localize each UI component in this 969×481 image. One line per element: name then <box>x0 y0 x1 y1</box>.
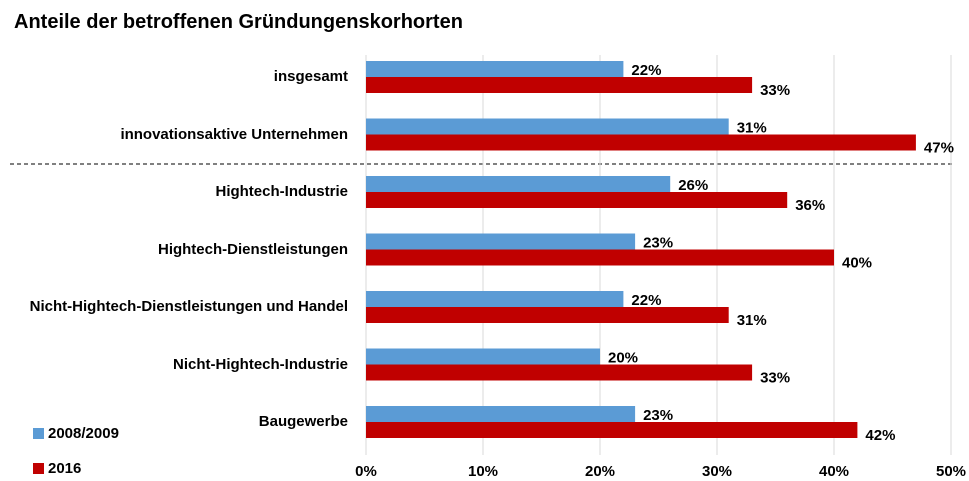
legend-swatch <box>33 463 44 474</box>
chart-title: Anteile der betroffenen Gründungenskorho… <box>14 11 463 33</box>
category-text: Hightech-Dienstleistungen <box>157 240 348 258</box>
legend-label: 2008/2009 <box>48 425 119 442</box>
x-tick-label: 50% <box>936 463 966 480</box>
bar <box>366 422 858 438</box>
category-label: Hightech-Dienstleistungen <box>3 238 348 262</box>
data-label: 33% <box>760 370 790 387</box>
x-tick-label: 30% <box>702 463 732 480</box>
x-tick-label: 10% <box>468 463 498 480</box>
data-label: 26% <box>678 177 708 194</box>
bar <box>366 77 753 93</box>
bar <box>366 348 600 365</box>
category-text: innovationsaktive Unternehmen <box>120 125 348 143</box>
bar <box>366 364 753 381</box>
bar <box>366 291 624 307</box>
legend-swatch <box>33 428 44 439</box>
bar <box>366 134 916 151</box>
bar <box>366 61 624 77</box>
legend-label: 2016 <box>48 460 81 477</box>
data-label: 42% <box>865 427 895 444</box>
bar <box>366 307 729 323</box>
data-label: 36% <box>795 197 825 214</box>
bar <box>366 118 729 135</box>
category-text: Baugewerbe <box>258 413 348 430</box>
data-label: 33% <box>760 82 790 99</box>
category-label: innovationsaktive Unternehmen <box>3 123 348 147</box>
data-label: 47% <box>924 140 954 157</box>
bar <box>366 249 834 266</box>
bar <box>366 192 788 208</box>
category-text: insgesamt <box>273 68 348 85</box>
category-label: Baugewerbe <box>3 410 348 434</box>
category-label: insgesamt <box>3 65 348 89</box>
category-label: Hightech-Industrie <box>3 180 348 204</box>
x-tick-label: 40% <box>819 463 849 480</box>
bar <box>366 233 636 250</box>
data-label: 23% <box>643 407 673 424</box>
category-text: Nicht-Hightech-Dienstleistungen und Hand… <box>29 298 348 315</box>
bar <box>366 176 671 192</box>
category-label: Nicht-Hightech-Industrie <box>3 353 348 377</box>
data-label: 20% <box>608 350 638 367</box>
data-label: 22% <box>631 62 661 79</box>
data-label: 23% <box>643 235 673 252</box>
data-label: 40% <box>842 255 872 272</box>
data-label: 31% <box>737 312 767 329</box>
category-label: Nicht-Hightech-Dienstleistungen und Hand… <box>3 295 348 319</box>
bar <box>366 406 636 422</box>
category-text: Hightech-Industrie <box>215 183 348 200</box>
category-text: Nicht-Hightech-Industrie <box>173 355 348 373</box>
x-tick-label: 20% <box>585 463 615 480</box>
x-tick-label: 0% <box>355 463 377 480</box>
data-label: 22% <box>631 292 661 309</box>
data-label: 31% <box>737 120 767 137</box>
